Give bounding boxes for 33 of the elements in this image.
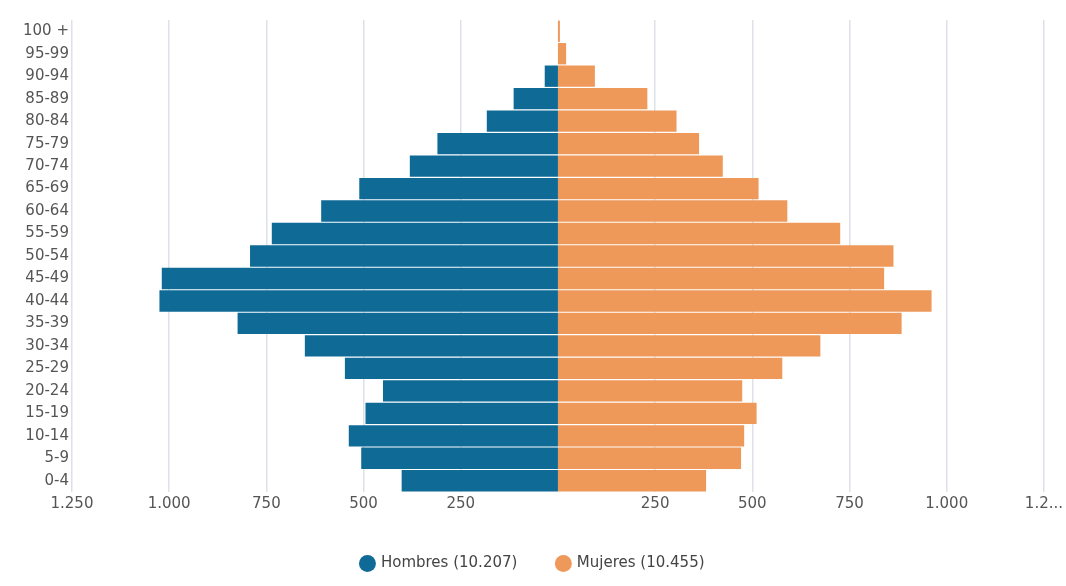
legend-label: Hombres (10.207) (380, 553, 518, 572)
y-tick-label: 10-14 (25, 425, 69, 444)
y-tick-label: 70-74 (25, 155, 69, 174)
y-tick-label: 50-54 (25, 245, 69, 264)
y-tick-label: 20-24 (25, 380, 69, 399)
y-tick-label: 30-34 (25, 335, 69, 354)
y-tick-label: 35-39 (25, 313, 69, 332)
x-tick-label: 500 (349, 493, 378, 512)
y-tick-label: 85-89 (25, 88, 69, 107)
x-tick-label: 750 (835, 493, 864, 512)
y-tick-label: 80-84 (25, 111, 69, 130)
x-tick-label: 500 (738, 493, 767, 512)
x-tick-label: 1.000 (147, 493, 191, 512)
y-tick-label: 0-4 (44, 470, 69, 489)
legend-label: Mujeres (10.455) (576, 553, 705, 572)
x-tick-label: 1.000 (925, 493, 969, 512)
y-tick-label: 25-29 (25, 358, 69, 377)
y-tick-label: 45-49 (25, 268, 69, 287)
y-tick-label: 100 + (23, 21, 69, 40)
y-tick-label: 65-69 (25, 178, 69, 197)
y-tick-label: 60-64 (25, 200, 69, 219)
x-tick-label: 250 (640, 493, 670, 512)
y-tick-label: 75-79 (25, 133, 69, 152)
y-tick-label: 15-19 (25, 403, 69, 422)
y-tick-label: 5-9 (44, 448, 69, 467)
x-tick-label: 1.2... (1024, 493, 1064, 512)
y-tick-label: 90-94 (25, 66, 69, 85)
x-tick-label: 250 (446, 493, 476, 512)
y-tick-label: 40-44 (25, 290, 69, 309)
x-tick-label: 750 (252, 493, 281, 512)
x-tick-label: 1.250 (50, 493, 94, 512)
y-tick-label: 55-59 (25, 223, 69, 242)
y-tick-label: 95-99 (25, 43, 69, 62)
